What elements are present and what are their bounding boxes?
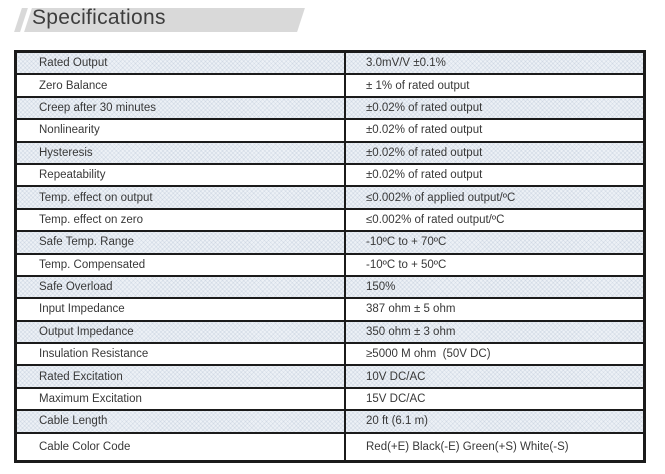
spec-label-cell: Insulation Resistance <box>14 342 346 367</box>
table-row: Zero Balance ± 1% of rated output <box>14 73 646 98</box>
spec-label-cell: Safe Overload <box>14 274 346 300</box>
page-title: Specifications <box>32 6 166 29</box>
table-row: Cable Color Code Red(+E) Black(-E) Green… <box>14 431 646 463</box>
spec-label-cell: Cable Color Code <box>14 431 346 463</box>
spec-label-cell: Safe Temp. Range <box>14 230 346 255</box>
table-row: Creep after 30 minutes ±0.02% of rated o… <box>14 95 646 121</box>
spec-value-cell: ±0.02% of rated output <box>344 162 646 188</box>
spec-value-cell: 3.0mV/V ±0.1% <box>344 50 646 76</box>
spec-value-cell: -10ºC to + 70ºC <box>344 230 646 255</box>
spec-value-cell: ± 1% of rated output <box>344 73 646 98</box>
spec-label-cell: Rated Excitation <box>14 364 346 389</box>
table-row: Repeatability ±0.02% of rated output <box>14 162 646 188</box>
spec-value-cell: 15V DC/AC <box>344 386 646 412</box>
specifications-table-body: Rated Output 3.0mV/V ±0.1% Zero Balance … <box>14 50 646 463</box>
spec-value-cell: 387 ohm ± 5 ohm <box>344 297 646 322</box>
specifications-table: Rated Output 3.0mV/V ±0.1% Zero Balance … <box>14 50 646 463</box>
spec-label-cell: Nonlinearity <box>14 118 346 143</box>
table-row: Rated Output 3.0mV/V ±0.1% <box>14 50 646 76</box>
spec-label-cell: Cable Length <box>14 409 346 434</box>
table-row: Input Impedance 387 ohm ± 5 ohm <box>14 297 646 322</box>
spec-label-cell: Temp. Compensated <box>14 252 346 277</box>
table-row: Safe Overload 150% <box>14 274 646 300</box>
spec-value-cell: 10V DC/AC <box>344 364 646 389</box>
spec-value-cell: 20 ft (6.1 m) <box>344 409 646 434</box>
table-row: Temp. Compensated -10ºC to + 50ºC <box>14 252 646 277</box>
spec-value-cell: ±0.02% of rated output <box>344 95 646 121</box>
spec-label-cell: Temp. effect on output <box>14 185 346 210</box>
spec-value-cell: ±0.02% of rated output <box>344 140 646 165</box>
table-row: Insulation Resistance ≥5000 M ohm (50V D… <box>14 342 646 367</box>
table-row: Hysteresis ±0.02% of rated output <box>14 140 646 165</box>
spec-value-cell: ≤0.002% of applied output/ºC <box>344 185 646 210</box>
spec-value-cell: ±0.02% of rated output <box>344 118 646 143</box>
table-row: Safe Temp. Range -10ºC to + 70ºC <box>14 230 646 255</box>
spec-value-cell: ≤0.002% of rated output/ºC <box>344 207 646 233</box>
table-row: Nonlinearity ±0.02% of rated output <box>14 118 646 143</box>
spec-value-cell: ≥5000 M ohm (50V DC) <box>344 342 646 367</box>
spec-value-cell: 150% <box>344 274 646 300</box>
spec-value-cell: Red(+E) Black(-E) Green(+S) White(-S) <box>344 431 646 463</box>
table-row: Temp. effect on zero ≤0.002% of rated ou… <box>14 207 646 233</box>
table-row: Temp. effect on output ≤0.002% of applie… <box>14 185 646 210</box>
spec-label-cell: Repeatability <box>14 162 346 188</box>
spec-label-cell: Temp. effect on zero <box>14 207 346 233</box>
spec-label-cell: Creep after 30 minutes <box>14 95 346 121</box>
table-row: Output Impedance 350 ohm ± 3 ohm <box>14 319 646 345</box>
spec-label-cell: Zero Balance <box>14 73 346 98</box>
spec-label-cell: Output Impedance <box>14 319 346 345</box>
table-row: Maximum Excitation 15V DC/AC <box>14 386 646 412</box>
table-row: Rated Excitation 10V DC/AC <box>14 364 646 389</box>
table-row: Cable Length 20 ft (6.1 m) <box>14 409 646 434</box>
spec-value-cell: -10ºC to + 50ºC <box>344 252 646 277</box>
spec-label-cell: Hysteresis <box>14 140 346 165</box>
spec-label-cell: Rated Output <box>14 50 346 76</box>
spec-value-cell: 350 ohm ± 3 ohm <box>344 319 646 345</box>
spec-label-cell: Maximum Excitation <box>14 386 346 412</box>
spec-label-cell: Input Impedance <box>14 297 346 322</box>
